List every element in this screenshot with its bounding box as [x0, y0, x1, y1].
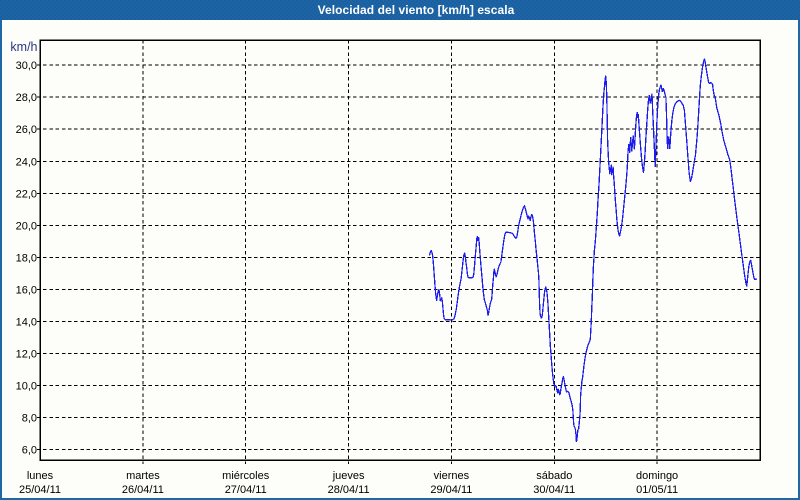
svg-text:27/04/11: 27/04/11 — [225, 484, 267, 496]
svg-text:26/04/11: 26/04/11 — [122, 484, 164, 496]
svg-text:18,0: 18,0 — [16, 252, 37, 264]
svg-text:14,0: 14,0 — [16, 317, 37, 329]
svg-text:domingo: domingo — [636, 470, 678, 482]
svg-text:28,0: 28,0 — [16, 92, 37, 104]
svg-text:8,0: 8,0 — [22, 413, 37, 425]
svg-text:6,0: 6,0 — [22, 445, 37, 457]
svg-text:24,0: 24,0 — [16, 156, 37, 168]
svg-text:martes: martes — [126, 470, 160, 482]
svg-text:16,0: 16,0 — [16, 285, 37, 297]
svg-text:viernes: viernes — [434, 470, 470, 482]
svg-text:29/04/11: 29/04/11 — [430, 484, 472, 496]
svg-text:26,0: 26,0 — [16, 124, 37, 136]
svg-text:miércoles: miércoles — [222, 470, 270, 482]
svg-text:10,0: 10,0 — [16, 381, 37, 393]
svg-text:30,0: 30,0 — [16, 60, 37, 72]
svg-text:lunes: lunes — [27, 470, 54, 482]
svg-text:30/04/11: 30/04/11 — [533, 484, 575, 496]
svg-text:km/h: km/h — [10, 40, 37, 54]
svg-text:25/04/11: 25/04/11 — [19, 484, 61, 496]
svg-text:22,0: 22,0 — [16, 188, 37, 200]
svg-text:01/05/11: 01/05/11 — [636, 484, 678, 496]
svg-text:12,0: 12,0 — [16, 349, 37, 361]
svg-text:jueves: jueves — [332, 470, 365, 482]
svg-text:20,0: 20,0 — [16, 220, 37, 232]
svg-text:28/04/11: 28/04/11 — [328, 484, 370, 496]
svg-text:sábado: sábado — [536, 470, 572, 482]
